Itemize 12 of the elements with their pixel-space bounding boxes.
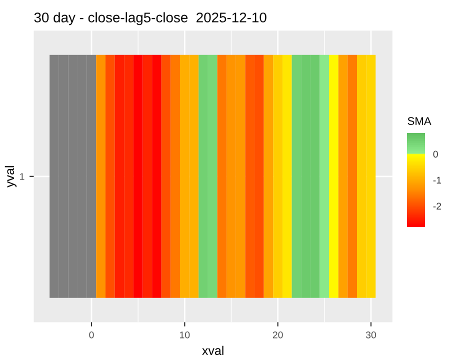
x-tick-label: 20	[272, 331, 283, 338]
chart-title: 30 day - close-lag5-close 2025-12-10	[34, 12, 266, 26]
color-bar-label: -2	[433, 202, 442, 210]
color-bar-label: 0	[433, 150, 438, 158]
x-axis-title: xval	[202, 346, 224, 356]
x-tick-label: 10	[180, 331, 190, 338]
x-tick-label: 30	[366, 331, 376, 338]
y-axis-title: yval	[4, 166, 17, 188]
y-tick-label: 1	[20, 173, 24, 180]
color-bar-title: SMA	[408, 117, 432, 125]
color-bar-label: -1	[433, 176, 442, 184]
x-tick-label: 0	[89, 331, 94, 338]
